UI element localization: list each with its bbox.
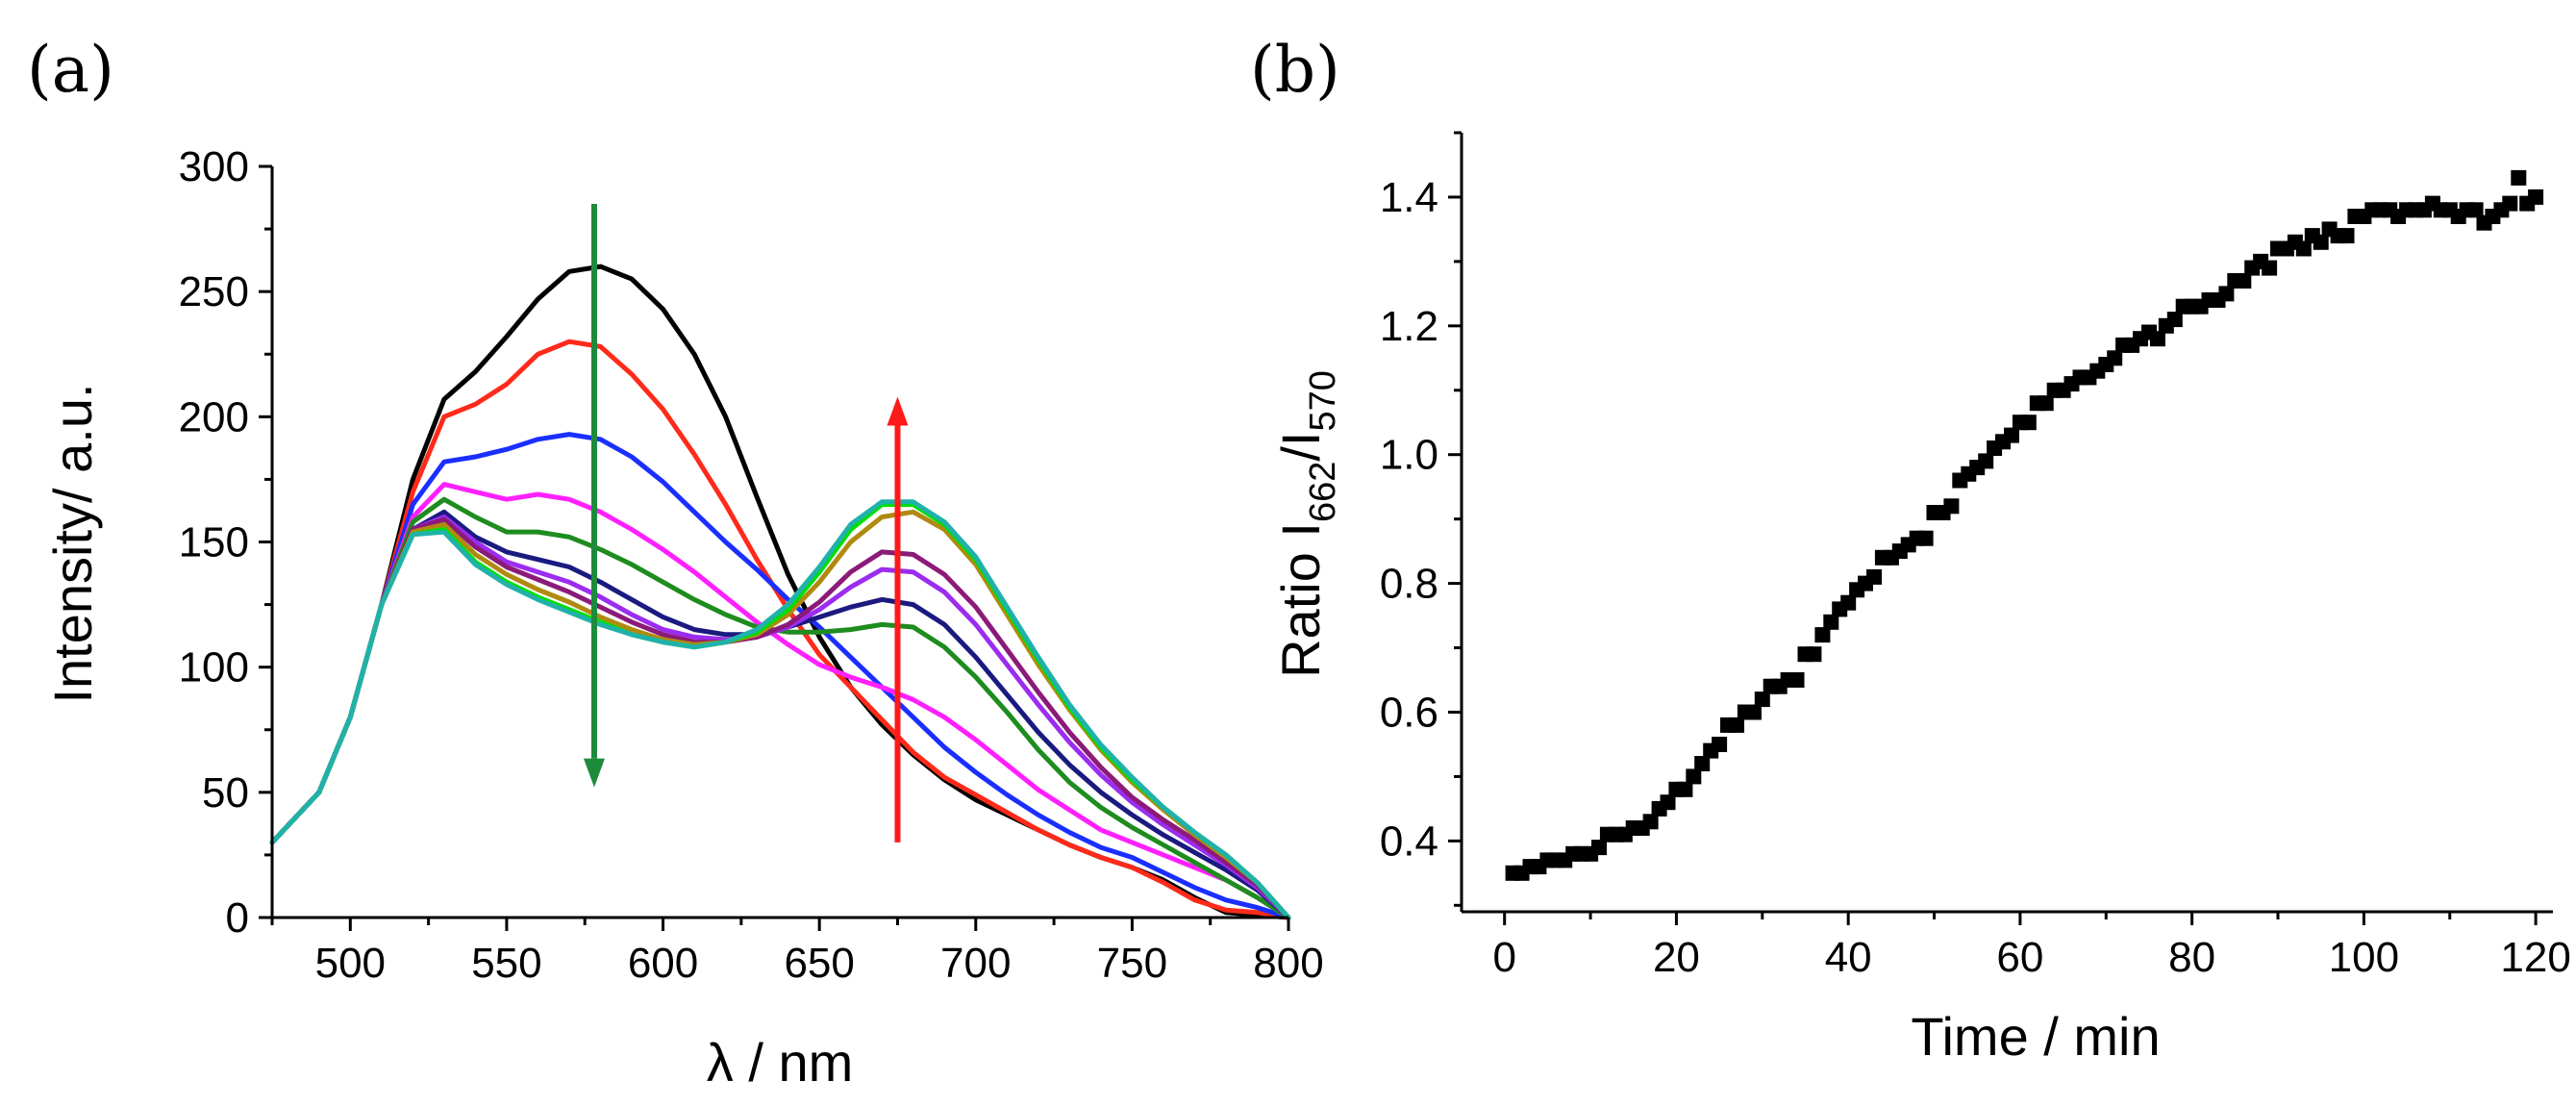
ratio-data-point-75: [2149, 331, 2165, 347]
ratio-data-point-70: [2107, 350, 2123, 366]
panel-b-x-tick-label-3: 60: [1996, 934, 2043, 981]
panel-a-y-axis-title: Intensity/ a.u.: [42, 383, 103, 703]
ratio-data-point-119: [2528, 189, 2544, 205]
spectrum-series-line-7: [269, 516, 1291, 920]
panel-b-y-tick-label-2: 0.8: [1380, 561, 1438, 608]
panel-b-y-axis-title: Ratio I662/I570: [1270, 370, 1343, 678]
ratio-data-point-26: [1729, 717, 1744, 733]
ratio-data-point-116: [2502, 195, 2518, 212]
panel-a-x-tick-label-0: 500: [315, 940, 386, 987]
spectrum-series-line-2: [269, 432, 1291, 920]
ratio-data-point-39: [1840, 594, 1857, 611]
panel-a-x-tick-label-5: 750: [1097, 940, 1167, 987]
ratio-data-point-85: [2236, 273, 2252, 289]
panel-b-y-axis-title-sub1: 662: [1303, 462, 1343, 522]
panel-a-y-tick-label-0: 0: [226, 894, 249, 942]
panel-a-spectra-chart: (a) 500 550 600 650 700 750 800 0 50 100 150 200 250…: [27, 33, 1324, 1093]
panel-b-label: (b): [1250, 33, 1340, 107]
panel-b-y-tick-label-3: 1.0: [1380, 432, 1438, 479]
ratio-data-point-58: [2004, 427, 2019, 443]
ratio-data-point-21: [1686, 768, 1702, 785]
spectrum-series-line-9: [269, 502, 1291, 920]
panel-b-ticks: 0 20 40 60 80 100 120 0.4 0.6 0.8 1.0 1.2 1.4: [1380, 131, 2571, 981]
panel-a-y-tick-label-1: 50: [202, 769, 249, 817]
ratio-data-point-29: [1754, 692, 1770, 708]
trend-arrow-head-1: [887, 396, 909, 426]
panel-b-y-tick-label-4: 1.2: [1380, 303, 1438, 350]
panel-a-x-tick-label-3: 650: [784, 940, 854, 987]
panel-a-x-tick-label-4: 700: [940, 940, 1011, 987]
panel-b-axes: [1460, 133, 2553, 914]
ratio-data-point-28: [1745, 704, 1762, 720]
panel-a-label: (a): [27, 33, 114, 107]
panel-a-y-tick-label-5: 250: [179, 268, 249, 315]
spectrum-series-line-4: [269, 496, 1291, 920]
panel-b-y-tick-label-1: 0.6: [1380, 689, 1438, 736]
trend-arrow-head-0: [583, 758, 605, 788]
spectrum-series-line-3: [269, 482, 1291, 920]
panel-b-x-tick-label-6: 120: [2500, 934, 2570, 981]
panel-b-x-tick-label-4: 80: [2168, 934, 2215, 981]
ratio-data-point-48: [1917, 530, 1934, 546]
panel-a-y-tick-label-4: 200: [179, 393, 249, 440]
ratio-data-point-37: [1823, 614, 1839, 630]
ratio-data-point-20: [1677, 781, 1693, 797]
panel-b-x-tick-label-5: 100: [2329, 934, 2399, 981]
ratio-data-point-77: [2166, 312, 2183, 328]
panel-b-x-axis-title: Time / min: [1911, 1006, 2160, 1067]
panel-b-y-axis-title-sub2: 570: [1303, 370, 1343, 431]
ratio-data-point-62: [2038, 395, 2054, 412]
panel-a-y-tick-label-6: 300: [179, 143, 249, 190]
panel-a-x-axis-title: λ / nm: [707, 1032, 853, 1093]
ratio-data-point-22: [1694, 756, 1711, 771]
ratio-data-point-97: [2338, 228, 2355, 244]
panel-b-x-tick-label-1: 20: [1653, 934, 1700, 981]
ratio-data-point-112: [2467, 202, 2484, 218]
ratio-data-point-117: [2511, 169, 2527, 186]
ratio-data-point-92: [2295, 240, 2312, 257]
ratio-data-point-83: [2218, 286, 2235, 302]
panel-a-series-group: [269, 264, 1291, 920]
panel-b-y-axis-title-main: Ratio I: [1270, 522, 1331, 678]
panel-a-y-tick-label-3: 150: [179, 519, 249, 566]
ratio-data-point-35: [1806, 646, 1822, 663]
ratio-data-point-36: [1814, 627, 1831, 643]
panel-a-arrow-group: [583, 204, 909, 843]
ratio-data-point-60: [2020, 415, 2037, 431]
panel-a-x-tick-label-1: 550: [471, 940, 541, 987]
ratio-data-point-88: [2262, 260, 2278, 276]
panel-a-ticks: 500 550 600 650 700 750 800 0 50 100 150 200 250 300: [179, 143, 1324, 987]
panel-b-points-group: [1505, 169, 2544, 881]
panel-b-y-axis-title-mid: /I: [1270, 432, 1331, 462]
panel-a-x-tick-label-6: 800: [1253, 940, 1323, 987]
panel-b-x-tick-label-0: 0: [1492, 934, 1515, 981]
ratio-data-point-94: [2313, 234, 2329, 250]
panel-a-y-tick-label-2: 100: [179, 644, 249, 692]
panel-b-y-tick-label-5: 1.4: [1380, 174, 1438, 221]
panel-b-y-tick-label-0: 0.4: [1380, 818, 1438, 865]
ratio-data-point-18: [1660, 794, 1676, 811]
ratio-data-point-42: [1866, 568, 1882, 585]
ratio-data-point-10: [1591, 840, 1607, 856]
panel-b-x-tick-label-2: 40: [1825, 934, 1872, 981]
ratio-data-point-33: [1788, 672, 1805, 688]
panel-a-x-tick-label-2: 600: [628, 940, 698, 987]
ratio-data-point-16: [1642, 814, 1659, 830]
panel-b-ratio-chart: (b) 0 20 40 60 80 100 120 0.4 0.6 0.8 1.0 1.2 1.4 Ti…: [1250, 33, 2571, 1067]
ratio-data-point-51: [1943, 498, 1960, 515]
ratio-data-point-24: [1712, 737, 1728, 752]
ratio-data-point-55: [1978, 453, 1994, 469]
spectrum-series-line-10: [269, 499, 1291, 920]
